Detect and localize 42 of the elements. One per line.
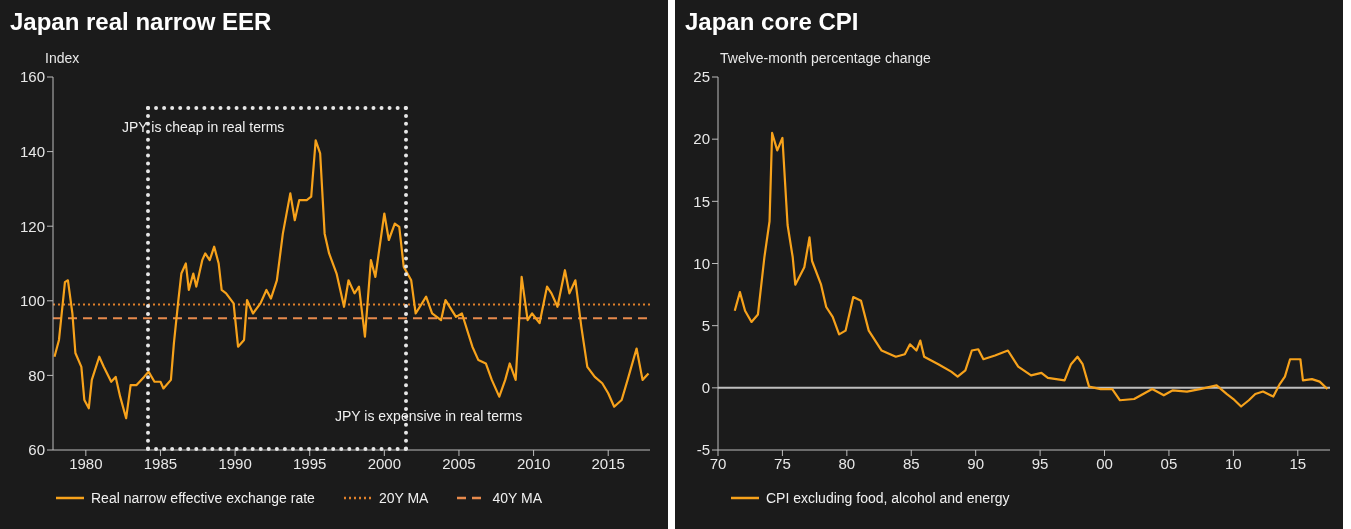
y-tick-label: 100 [19, 292, 45, 310]
legend-label: CPI excluding food, alcohol and energy [766, 490, 1010, 506]
x-tick-label: 1985 [143, 454, 178, 472]
x-tick-label: 1995 [293, 454, 327, 472]
annotation: JPY is expensive in real terms [335, 408, 523, 424]
x-tick-label: 2015 [591, 454, 625, 472]
x-tick-label: 70 [709, 454, 727, 472]
x-tick-label: 1990 [218, 454, 252, 472]
y-tick-label: 25 [693, 68, 710, 86]
annotation: JPY is cheap in real terms [122, 119, 285, 135]
x-tick-label: 2005 [442, 454, 476, 472]
legend-label: 40Y MA [492, 490, 542, 506]
y-tick-label: 20 [693, 130, 710, 148]
x-tick-label: 2010 [516, 454, 551, 472]
chart-subtitle: Index [45, 50, 80, 66]
y-tick-label: 160 [19, 68, 45, 86]
x-tick-label: 90 [967, 454, 985, 472]
y-tick-label: -5 [696, 441, 710, 459]
x-tick-label: 15 [1289, 454, 1307, 472]
x-tick-label: 10 [1225, 454, 1242, 472]
chart-title: Japan real narrow EER [10, 8, 272, 36]
y-tick-label: 15 [693, 192, 710, 210]
x-tick-label: 95 [1031, 454, 1049, 472]
x-tick-label: 2000 [367, 454, 402, 472]
chart-subtitle: Twelve-month percentage change [720, 50, 931, 66]
legend-label: Real narrow effective exchange rate [91, 490, 315, 506]
x-tick-label: 75 [774, 454, 791, 472]
x-tick-label: 05 [1160, 454, 1178, 472]
y-tick-label: 60 [28, 441, 45, 459]
x-tick-label: 80 [838, 454, 856, 472]
chart-title: Japan core CPI [685, 8, 859, 36]
line-series [733, 131, 1329, 408]
x-tick-label: 85 [902, 454, 920, 472]
y-tick-label: 120 [19, 217, 45, 235]
legend-label: 20Y MA [378, 490, 429, 506]
y-tick-label: 80 [28, 366, 45, 384]
y-tick-label: 140 [19, 142, 45, 160]
y-tick-label: 10 [693, 254, 710, 272]
x-tick-label: 1980 [69, 454, 103, 472]
y-tick-label: 5 [701, 316, 710, 334]
x-tick-label: 00 [1096, 454, 1113, 472]
y-tick-label: 0 [701, 379, 710, 397]
